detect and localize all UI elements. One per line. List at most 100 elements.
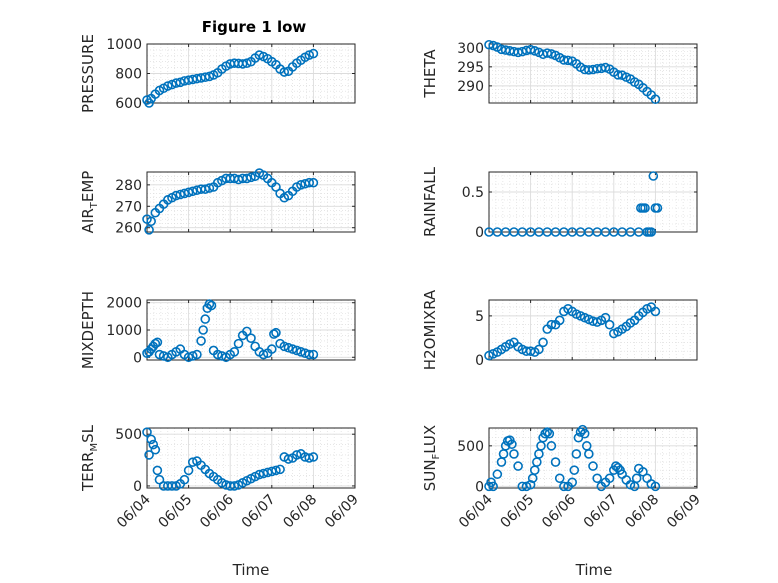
data-point: [163, 81, 173, 91]
data-point: [638, 466, 648, 477]
data-point: [554, 315, 565, 326]
data-point: [534, 344, 544, 355]
series-points: [484, 171, 663, 237]
data-point: [529, 46, 540, 56]
data-point: [175, 77, 186, 88]
data-point: [204, 71, 215, 82]
data-point: [509, 449, 519, 459]
data-point: [308, 48, 319, 59]
data-point: [569, 465, 580, 475]
y-tick-label: 0.5: [462, 185, 484, 201]
data-point: [229, 347, 240, 357]
data-point: [198, 325, 208, 335]
data-point: [242, 58, 252, 68]
data-point: [567, 477, 578, 488]
y-axis-label: TERRMSL: [79, 424, 100, 492]
data-point: [579, 428, 590, 439]
data-point: [559, 481, 569, 492]
data-point: [650, 94, 661, 104]
xlabel-right: Time: [575, 561, 613, 579]
data-point: [204, 183, 215, 193]
y-tick-label: 290: [457, 79, 484, 95]
data-point: [279, 341, 290, 352]
data-point: [152, 337, 163, 348]
data-point: [266, 344, 277, 354]
data-point: [604, 319, 615, 330]
y-tick-label: 295: [457, 60, 484, 76]
y-tick-label: 0: [133, 479, 142, 495]
data-point: [542, 48, 553, 58]
data-point: [592, 473, 602, 484]
data-point: [304, 453, 315, 463]
y-axis-label: MIXDEPTH: [79, 291, 97, 369]
data-point: [242, 326, 252, 337]
data-point: [308, 452, 319, 462]
data-point: [200, 184, 211, 194]
data-point: [308, 349, 319, 360]
data-point: [237, 59, 248, 69]
y-tick-label: 500: [457, 439, 484, 455]
data-point: [546, 49, 557, 59]
y-tick-label: 0: [475, 353, 484, 369]
data-point: [144, 225, 154, 235]
data-point: [296, 180, 306, 190]
data-point: [640, 203, 650, 213]
data-point: [142, 427, 152, 437]
series-points: [142, 48, 319, 108]
data-point: [563, 55, 573, 66]
data-point: [269, 329, 279, 339]
data-point: [187, 457, 198, 467]
data-point: [540, 428, 550, 439]
y-tick-label: 600: [115, 96, 142, 112]
y-tick-label: 1000: [106, 323, 142, 339]
data-point: [187, 351, 198, 361]
data-point: [650, 481, 661, 492]
axes-box: [488, 427, 698, 489]
y-axis-label: RAINFALL: [421, 166, 439, 237]
data-point: [544, 428, 555, 439]
data-point: [246, 333, 256, 343]
x-tick-label: 06/06: [539, 491, 579, 531]
data-point: [212, 349, 223, 360]
y-tick-label: 5: [475, 309, 484, 325]
data-point: [613, 70, 623, 80]
data-point: [600, 62, 611, 73]
x-tick-label: 06/08: [280, 492, 320, 532]
data-point: [275, 464, 285, 475]
y-axis-label: H2OMIXRA: [421, 289, 439, 370]
series-points: [142, 299, 319, 363]
data-point: [179, 474, 190, 485]
data-point: [242, 173, 252, 184]
series-points: [484, 39, 661, 104]
data-point: [542, 427, 553, 437]
data-point: [204, 299, 215, 309]
xlabel-left: Time: [232, 561, 270, 579]
y-axis-label: PRESSURE: [79, 34, 97, 113]
y-tick-label: 0: [475, 225, 484, 241]
data-point: [571, 449, 582, 459]
data-point: [525, 479, 536, 490]
subplot-sun-flux: 0 500 06/04 06/05 06/06 06/07 06/08 06/09 SUNFLU…: [421, 425, 704, 532]
y-tick-label: 300: [457, 41, 484, 57]
data-point: [513, 461, 523, 471]
data-point: [175, 189, 186, 200]
y-tick-label: 0: [133, 350, 142, 366]
data-point: [554, 473, 565, 484]
x-tick-label: 06/04: [456, 491, 496, 531]
subplot-terr-msl: 0 500 06/04 06/05 06/06 06/07 06/08 06/09 TERRMS…: [79, 424, 362, 531]
x-tick-label: 06/05: [156, 492, 196, 532]
data-point: [271, 182, 281, 192]
data-point: [183, 187, 194, 198]
x-tick-label: 06/08: [622, 492, 662, 532]
data-point: [308, 177, 319, 188]
y-tick-label: 260: [115, 221, 142, 237]
data-point: [538, 337, 548, 348]
data-point: [144, 98, 154, 108]
y-tick-label: 500: [115, 427, 142, 443]
data-point: [304, 349, 315, 360]
subplot-rainfall: 0 0.5 RAINFALL: [421, 166, 698, 241]
y-tick-label: 1000: [106, 37, 142, 53]
data-point: [233, 338, 244, 349]
y-tick-label: 800: [115, 67, 142, 83]
subplot-mixdepth: 0 1000 2000 MIXDEPTH: [79, 291, 356, 369]
